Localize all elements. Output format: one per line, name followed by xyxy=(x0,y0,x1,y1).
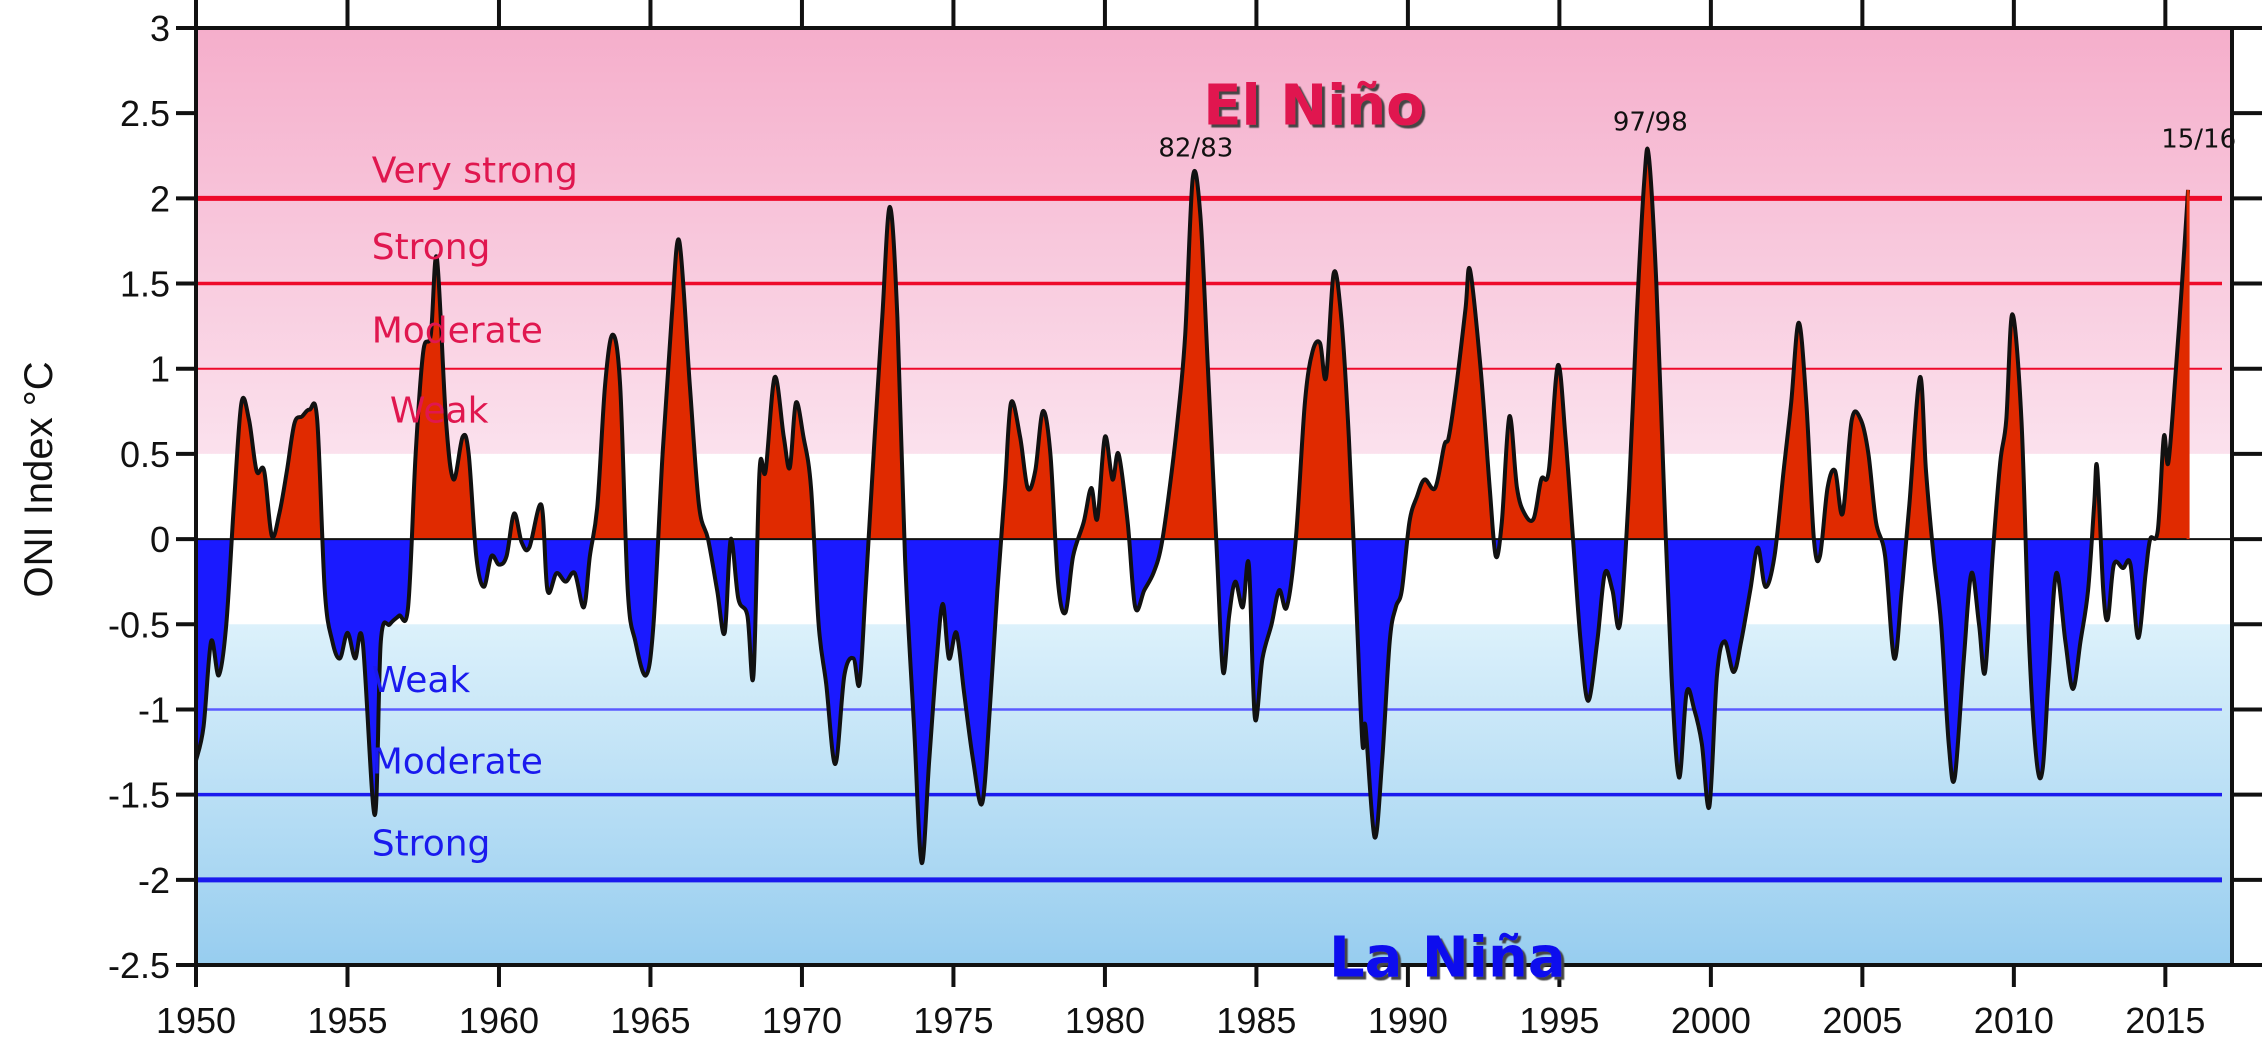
x-tick-label: 1960 xyxy=(459,1000,539,1038)
x-tick-label: 1950 xyxy=(156,1000,236,1038)
x-tick-label: 1975 xyxy=(913,1000,993,1038)
la-nina-area xyxy=(196,539,2189,863)
y-tick-label: 0 xyxy=(150,519,170,560)
y-tick-label: 3 xyxy=(150,8,170,49)
y-tick-label: 0.5 xyxy=(120,434,170,475)
intensity-label-el_nino: Moderate xyxy=(372,311,543,352)
intensity-label-la_nina: Strong xyxy=(372,823,491,864)
x-tick-label: 1990 xyxy=(1368,1000,1448,1038)
event-annotation: 15/16 xyxy=(2161,125,2236,155)
intensity-label-el_nino: Very strong xyxy=(372,150,578,191)
axes: 3 2.5 2 1.5 1 0.5 0 -0.5 -1 -1.5 -2 -2.5 1950 1955 196… xyxy=(17,0,2262,1038)
y-tick-label: 2.5 xyxy=(120,93,170,134)
x-tick-label: 1955 xyxy=(307,1000,387,1038)
intensity-label-el_nino: Strong xyxy=(372,227,491,268)
y-tick-label: -1.5 xyxy=(108,775,170,816)
event-annotation: 97/98 xyxy=(1613,108,1688,138)
region-title: La Niña xyxy=(1329,925,1566,990)
intensity-label-el_nino: Weak xyxy=(390,391,489,432)
x-tick-label: 1995 xyxy=(1519,1000,1599,1038)
intensity-label-la_nina: Weak xyxy=(372,660,471,701)
el-nino-band xyxy=(196,28,2232,454)
oni-series xyxy=(194,146,2232,865)
x-tick-label: 1965 xyxy=(610,1000,690,1038)
y-tick-label: -2 xyxy=(138,860,170,901)
x-tick-label: 1970 xyxy=(762,1000,842,1038)
y-tick-label: -2.5 xyxy=(108,945,170,986)
y-tick-label: 2 xyxy=(150,178,170,219)
y-tick-label: -0.5 xyxy=(108,604,170,645)
x-tick-label: 1985 xyxy=(1216,1000,1296,1038)
y-tick-label: -1 xyxy=(138,689,170,730)
y-tick-label: 1.5 xyxy=(120,264,170,305)
chart-labels: Very strong Strong Moderate Weak Weak Moderat… xyxy=(372,74,2236,991)
x-tick-label: 2000 xyxy=(1671,1000,1751,1038)
intensity-label-la_nina: Moderate xyxy=(372,742,543,783)
y-tick-label: 1 xyxy=(150,349,170,390)
x-tick-label: 1980 xyxy=(1065,1000,1145,1038)
x-tick-label: 2005 xyxy=(1822,1000,1902,1038)
x-tick-label: 2010 xyxy=(1974,1000,2054,1038)
x-tick-label: 2015 xyxy=(2125,1000,2205,1038)
threshold-lines xyxy=(196,195,2222,883)
y-axis-label: ONI Index °C xyxy=(17,361,61,597)
region-title: El Niño xyxy=(1203,74,1424,139)
oni-line xyxy=(194,146,2191,865)
event-annotation: 82/83 xyxy=(1158,133,1233,163)
